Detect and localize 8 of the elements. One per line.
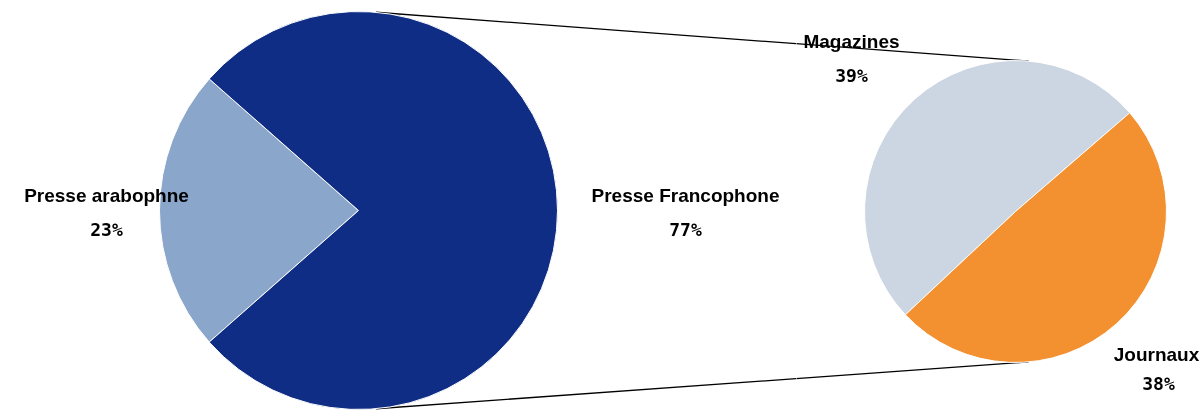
data-label: 39% [835,65,868,86]
slice-label: Magazines [803,31,900,52]
slice-label: Presse arabophne [24,185,189,206]
slice-label: Journaux [1113,344,1200,365]
data-label: 77% [669,219,702,240]
data-label: 38% [1142,373,1175,394]
slice-label: Presse Francophone [591,185,780,206]
data-label: 23% [90,219,123,240]
